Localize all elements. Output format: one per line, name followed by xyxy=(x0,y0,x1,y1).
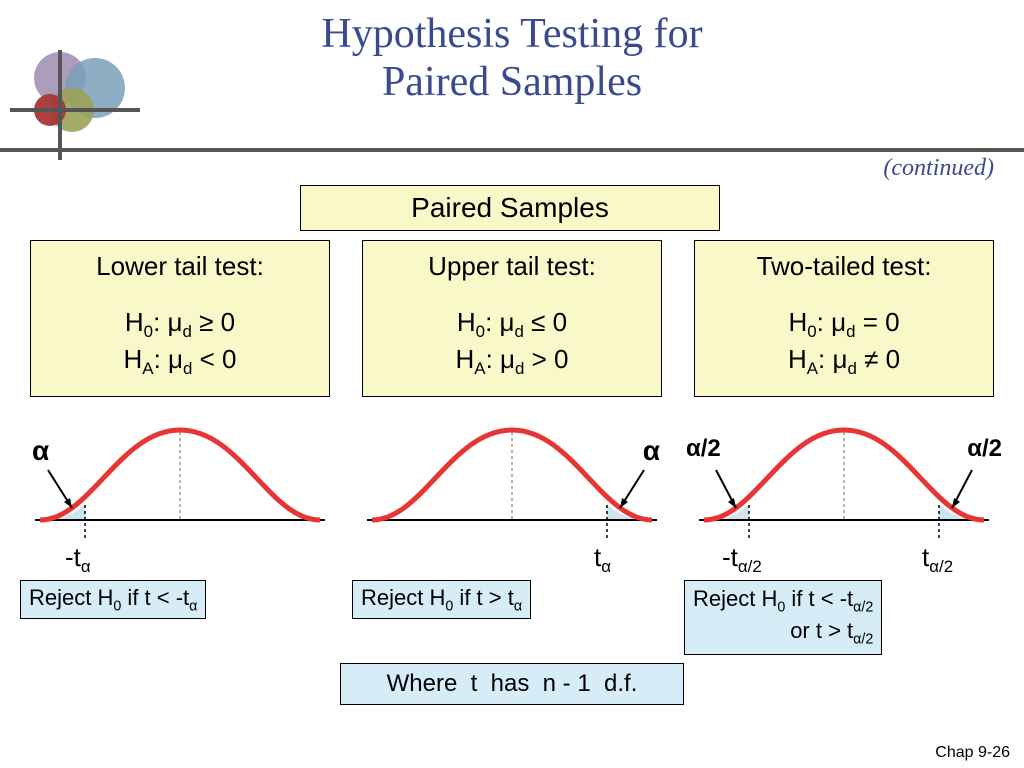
lower-tail-title: Lower tail test: xyxy=(39,251,321,282)
two-reject-box: Reject H0 if t < -tα/2 or t > tα/2 xyxy=(684,580,882,655)
lower-tail-box: Lower tail test: H0: μd ≥ 0 HA: μd < 0 xyxy=(30,240,330,397)
two-tail-box: Two-tailed test: H0: μd = 0 HA: μd ≠ 0 xyxy=(694,240,994,397)
upper-t-label: tα xyxy=(594,542,611,577)
test-boxes-row: Lower tail test: H0: μd ≥ 0 HA: μd < 0 U… xyxy=(30,240,994,397)
upper-alpha-label: α xyxy=(643,435,660,467)
lower-reject-box: Reject H0 if t < -tα xyxy=(20,580,206,619)
lower-tail-h0: H0: μd ≥ 0 xyxy=(39,306,321,343)
title-divider xyxy=(0,148,1024,152)
slide-title: Hypothesis Testing for Paired Samples xyxy=(0,10,1024,106)
two-t-left-label: -tα/2 xyxy=(722,542,762,577)
lower-tail-curve: α -tα Reject H0 if t < -tα xyxy=(30,420,330,540)
title-line-1: Hypothesis Testing for xyxy=(0,10,1024,58)
title-line-2: Paired Samples xyxy=(0,58,1024,106)
two-tail-ha: HA: μd ≠ 0 xyxy=(703,343,985,380)
upper-tail-h0: H0: μd ≤ 0 xyxy=(371,306,653,343)
two-tail-curve: α/2 α/2 -tα/2 tα/2 Reject H0 if t < -tα/… xyxy=(694,420,994,540)
upper-tail-box: Upper tail test: H0: μd ≤ 0 HA: μd > 0 xyxy=(362,240,662,397)
where-df-box: Where t has n - 1 d.f. xyxy=(340,663,684,705)
slide-footer: Chap 9-26 xyxy=(935,744,1010,762)
two-tail-h0: H0: μd = 0 xyxy=(703,306,985,343)
distribution-curves-row: α -tα Reject H0 if t < -tα α tα Reject H… xyxy=(30,420,994,540)
upper-tail-title: Upper tail test: xyxy=(371,251,653,282)
continued-label: (continued) xyxy=(883,155,994,182)
lower-alpha-label: α xyxy=(32,435,49,467)
upper-reject-box: Reject H0 if t > tα xyxy=(352,580,531,619)
two-t-right-label: tα/2 xyxy=(922,542,953,577)
lower-tail-ha: HA: μd < 0 xyxy=(39,343,321,380)
lower-t-label: -tα xyxy=(65,542,91,577)
two-tail-title: Two-tailed test: xyxy=(703,251,985,282)
two-alpha-right-label: α/2 xyxy=(967,435,1002,463)
upper-tail-curve: α tα Reject H0 if t > tα xyxy=(362,420,662,540)
upper-tail-ha: HA: μd > 0 xyxy=(371,343,653,380)
paired-samples-banner: Paired Samples xyxy=(300,185,720,231)
two-alpha-left-label: α/2 xyxy=(686,435,721,463)
